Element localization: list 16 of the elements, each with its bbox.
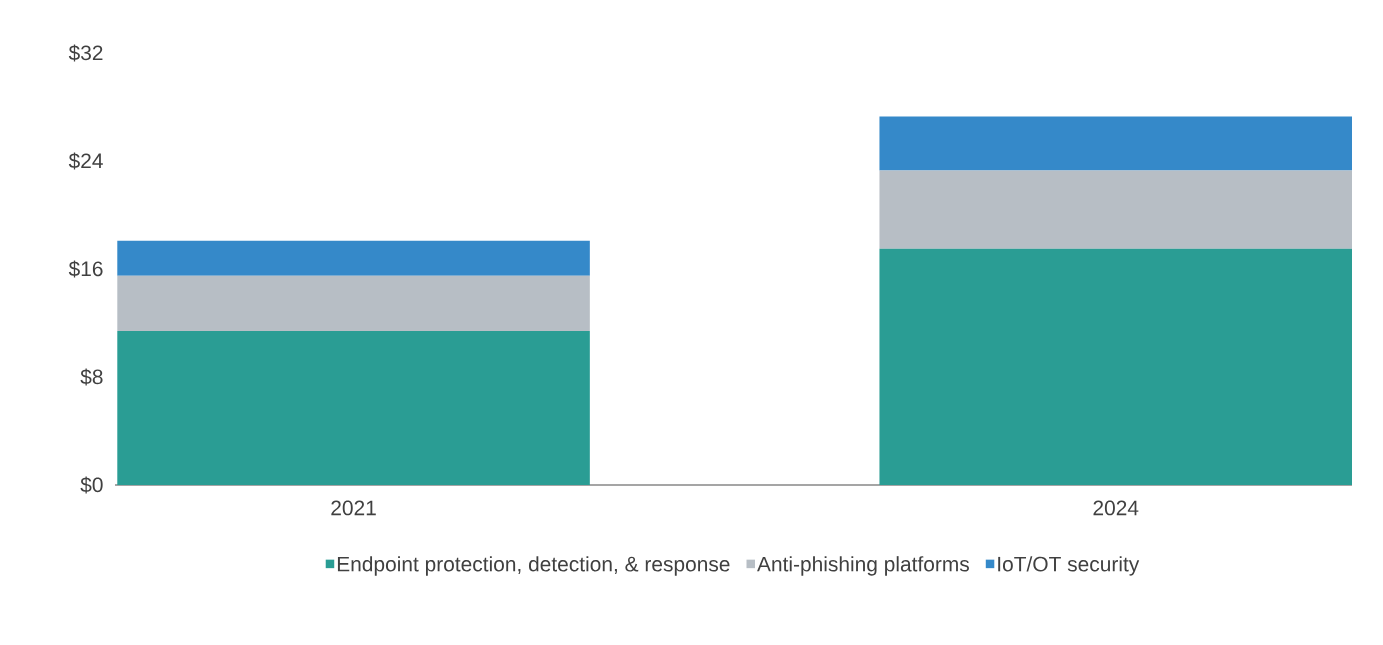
y-tick-label: $0: [80, 476, 103, 494]
bar: [117, 331, 590, 485]
legend-label: Endpoint protection, detection, & response: [337, 556, 730, 576]
y-tick-label: $32: [68, 44, 103, 62]
legend-label: IoT/OT security: [998, 556, 1140, 576]
bar: [879, 116, 1352, 171]
bar: [879, 248, 1352, 485]
y-tick-label: $24: [68, 152, 103, 170]
y-tick-label: $16: [68, 260, 103, 278]
x-tick-label: 2021: [331, 500, 376, 516]
x-tick-label: 2024: [1093, 500, 1139, 516]
bar: [879, 170, 1352, 249]
y-tick-label: $8: [80, 368, 103, 386]
bar: [117, 275, 590, 332]
legend-label: Anti-phishing platforms: [757, 556, 969, 576]
bar: [117, 240, 590, 276]
